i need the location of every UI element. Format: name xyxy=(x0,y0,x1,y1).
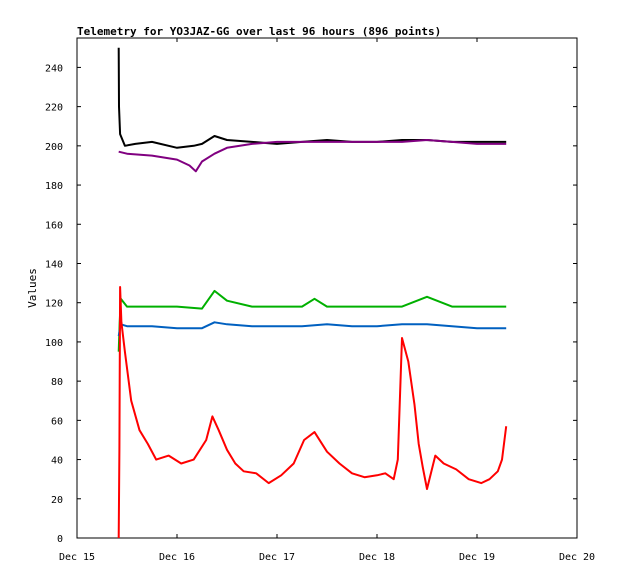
plot-frame xyxy=(76,37,578,539)
x-tick-label: Dec 19 xyxy=(459,552,495,563)
y-tick-label: 60 xyxy=(51,416,63,427)
series-line-4 xyxy=(117,286,508,539)
series-line-2 xyxy=(117,289,507,352)
x-tick-label: Dec 18 xyxy=(359,552,395,563)
x-tick-label: Dec 15 xyxy=(59,552,95,563)
series-line-3 xyxy=(117,321,507,337)
y-axis: 0 20 40 60 80 100 120 140 160 180 200 220 240 xyxy=(45,63,577,545)
y-tick-label: 160 xyxy=(45,220,63,231)
y-tick-label: 180 xyxy=(45,181,63,192)
y-axis-label: Values xyxy=(26,268,39,308)
y-tick-label: 200 xyxy=(45,142,63,153)
y-tick-label: 240 xyxy=(45,63,63,74)
series-group xyxy=(117,47,508,539)
x-tick-label: Dec 16 xyxy=(159,552,195,563)
y-tick-label: 0 xyxy=(57,534,63,545)
y-tick-label: 100 xyxy=(45,338,63,349)
y-tick-label: 120 xyxy=(45,299,63,310)
x-tick-label: Dec 17 xyxy=(259,552,295,563)
y-tick-label: 40 xyxy=(51,456,63,467)
chart-title: Telemetry for YO3JAZ-GG over last 96 hou… xyxy=(77,25,441,38)
series-line-1 xyxy=(118,139,507,173)
y-tick-label: 80 xyxy=(51,377,63,388)
x-axis: Dec 15 Dec 16 Dec 17 Dec 18 Dec 19 Dec 20 xyxy=(59,38,595,563)
series-line-0 xyxy=(117,47,507,149)
y-tick-label: 20 xyxy=(51,495,63,506)
y-tick-label: 220 xyxy=(45,103,63,114)
y-tick-label: 140 xyxy=(45,259,63,270)
x-tick-label: Dec 20 xyxy=(559,552,595,563)
